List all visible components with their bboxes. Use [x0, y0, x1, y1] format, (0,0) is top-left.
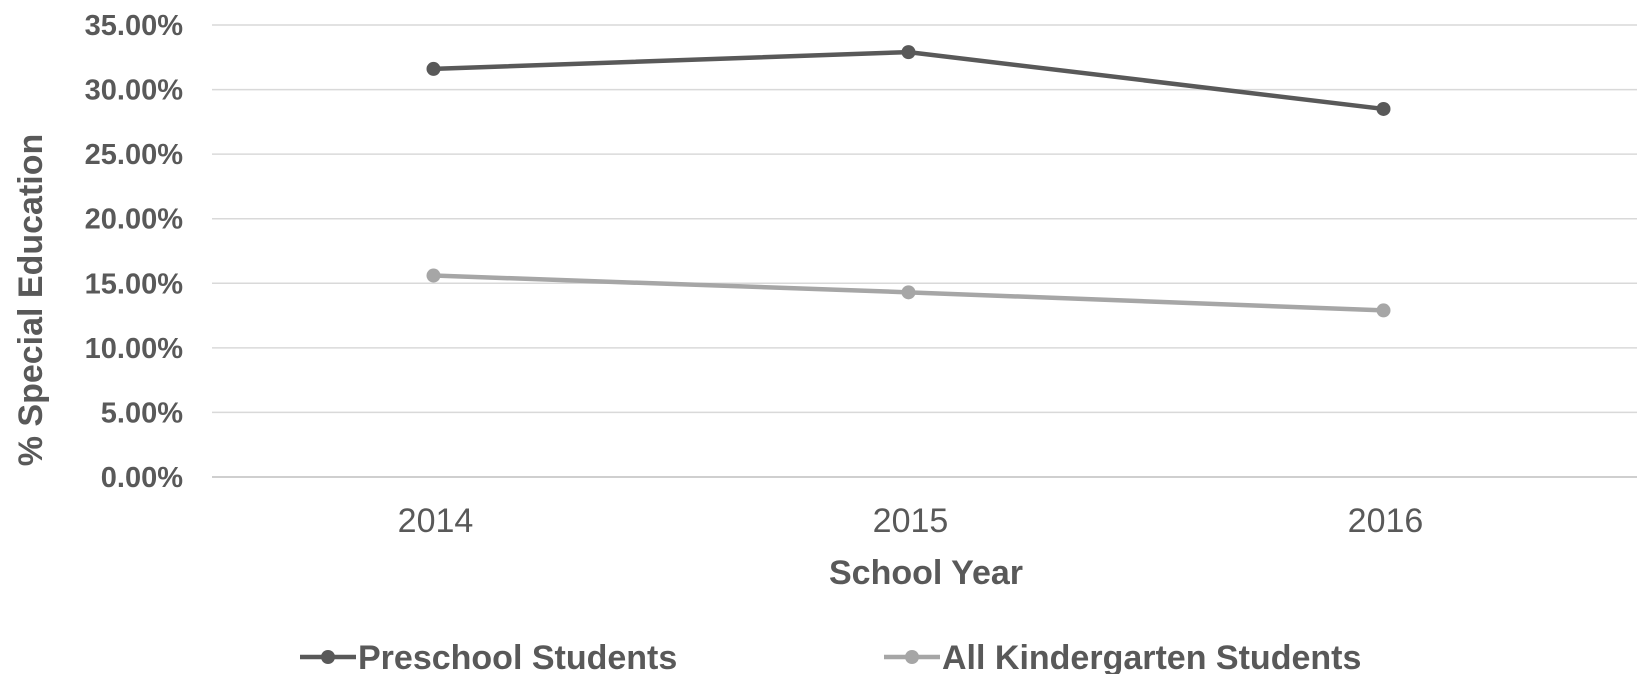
y-tick-label: 30.00%	[85, 75, 184, 107]
series-line	[431, 49, 1386, 112]
data-point	[901, 45, 916, 60]
legend-item: All Kindergarten Students	[884, 639, 1361, 677]
series-2	[426, 268, 1391, 318]
data-point	[1376, 101, 1391, 116]
legend-label: All Kindergarten Students	[942, 639, 1361, 674]
data-point	[901, 285, 916, 300]
y-axis-tick-labels: 0.00% 5.00% 10.00% 15.00% 20.00% 25.00% 30.00%…	[85, 10, 184, 494]
y-tick-label: 5.00%	[101, 397, 183, 429]
legend: Preschool Students All Kindergarten Stude…	[300, 639, 1361, 677]
legend-item: Preschool Students	[300, 639, 677, 677]
y-tick-label: 15.00%	[85, 268, 184, 300]
y-axis-title: % Special Education	[12, 134, 50, 467]
data-point	[426, 268, 441, 283]
data-point	[1376, 303, 1391, 318]
y-tick-label: 20.00%	[85, 204, 184, 236]
x-tick-label: 2015	[873, 502, 949, 540]
x-axis-tick-labels: 2014 2015 2016	[398, 502, 1424, 540]
series-1	[426, 45, 1391, 116]
x-axis-title: School Year	[829, 554, 1023, 592]
legend-marker	[905, 650, 919, 664]
gridlines	[212, 24, 1637, 478]
y-tick-label: 0.00%	[101, 462, 183, 494]
data-point	[426, 61, 441, 76]
y-tick-label: 35.00%	[85, 10, 184, 42]
series	[426, 45, 1391, 318]
y-tick-label: 25.00%	[85, 139, 184, 171]
y-tick-label: 10.00%	[85, 333, 184, 365]
x-tick-label: 2014	[398, 502, 474, 540]
legend-label: Preschool Students	[358, 639, 677, 674]
legend-marker	[321, 650, 335, 664]
x-tick-label: 2016	[1348, 502, 1424, 540]
